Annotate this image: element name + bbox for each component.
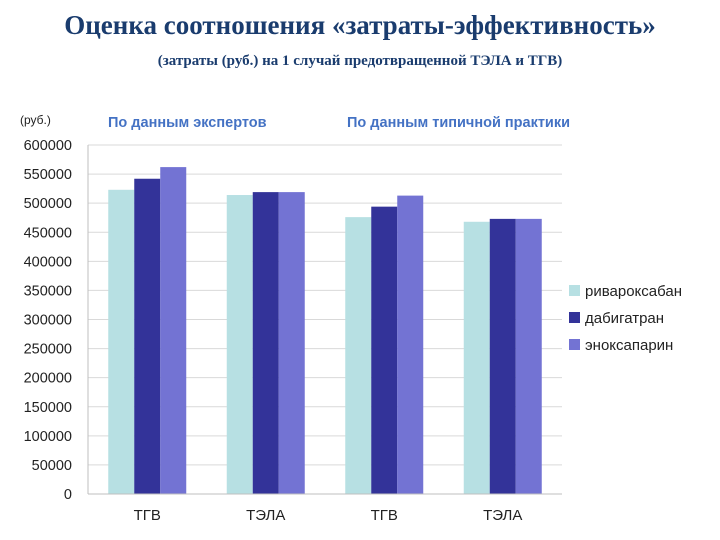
y-tick-label: 550000	[24, 167, 72, 183]
group-header-practice: По данным типичной практики	[347, 115, 570, 131]
bar-enoxaparin-1	[278, 192, 305, 495]
x-tick-label: ТГВ	[134, 507, 161, 524]
bar-dabigatran-0	[134, 178, 161, 494]
y-tick-label: 350000	[24, 283, 72, 299]
legend-item-dabigatran-swatch	[569, 312, 580, 323]
bar-dabigatran-2	[371, 206, 398, 494]
legend-item-enoxaparin-swatch	[569, 339, 580, 350]
bars	[108, 167, 542, 495]
group-header-experts: По данным экспертов	[108, 115, 267, 131]
legend-item-rivaroxaban-swatch	[569, 285, 580, 296]
bar-dabigatran-3	[489, 218, 516, 494]
x-axis-ticks: ТГВ ТЭЛА ТГВ ТЭЛА	[134, 507, 523, 524]
x-tick-label: ТГВ	[371, 507, 398, 524]
y-tick-label: 400000	[24, 254, 72, 270]
slide-title: Оценка соотношения «затраты-эффективност…	[64, 10, 656, 40]
y-tick-label: 500000	[24, 196, 72, 212]
bar-rivaroxaban-2	[345, 217, 372, 495]
y-tick-label: 300000	[24, 313, 72, 329]
y-tick-label: 250000	[24, 342, 72, 358]
y-tick-label: 50000	[32, 458, 72, 474]
y-tick-label: 100000	[24, 429, 72, 445]
y-unit-label: (руб.)	[20, 113, 51, 127]
bar-rivaroxaban-0	[108, 189, 135, 494]
bar-enoxaparin-0	[160, 167, 187, 494]
legend-item-enoxaparin-label: эноксапарин	[585, 337, 673, 354]
slide-subtitle: (затраты (руб.) на 1 случай предотвращен…	[157, 53, 563, 69]
bar-enoxaparin-3	[515, 218, 542, 494]
x-tick-label: ТЭЛА	[246, 507, 285, 524]
bar-enoxaparin-2	[397, 195, 424, 495]
x-tick-label: ТЭЛА	[483, 507, 522, 524]
bar-rivaroxaban-3	[463, 221, 490, 494]
y-tick-label: 450000	[24, 225, 72, 241]
y-tick-label: 600000	[24, 138, 72, 154]
legend-item-dabigatran-label: дабигатран	[585, 310, 664, 327]
legend-item-rivaroxaban-label: ривароксабан	[585, 283, 682, 300]
bar-rivaroxaban-1	[226, 195, 253, 495]
bar-dabigatran-1	[252, 192, 279, 495]
y-tick-label: 200000	[24, 371, 72, 387]
legend: ривароксабан дабигатран эноксапарин	[569, 283, 682, 354]
y-tick-label: 0	[64, 487, 72, 503]
y-axis-ticks: 0 50000 100000 150000 200000 250000 300000 3500…	[24, 138, 72, 503]
y-tick-label: 150000	[24, 400, 72, 416]
